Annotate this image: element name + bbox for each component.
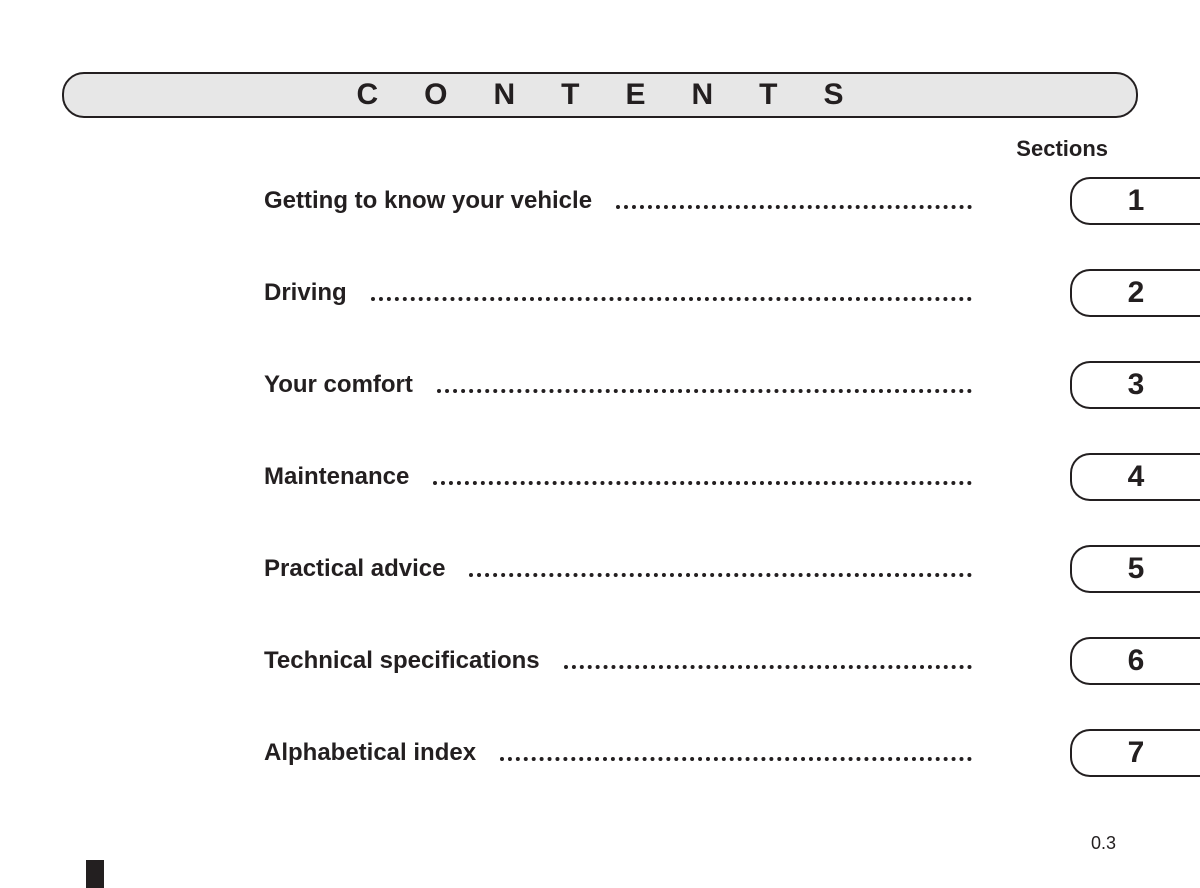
section-tab: 5: [1070, 545, 1200, 593]
toc-label: Driving: [264, 279, 347, 307]
toc-label: Practical advice: [264, 555, 445, 583]
toc-row: Your comfort 3: [264, 360, 1144, 410]
section-tab: 7: [1070, 729, 1200, 777]
toc-label: Getting to know your vehicle: [264, 187, 592, 215]
leader-dots: [469, 573, 972, 577]
leader-dots: [564, 665, 972, 669]
leader-dots: [371, 297, 972, 301]
page-number: 0.3: [1091, 833, 1116, 854]
section-tab: 1: [1070, 177, 1200, 225]
toc-row: Alphabetical index 7: [264, 728, 1144, 778]
section-tab: 3: [1070, 361, 1200, 409]
toc-label: Alphabetical index: [264, 739, 476, 767]
section-tab: 6: [1070, 637, 1200, 685]
toc-label: Maintenance: [264, 463, 409, 491]
toc-list: Getting to know your vehicle 1 Driving 2…: [56, 176, 1144, 778]
page-title: CONTENTS: [311, 78, 890, 112]
section-tab: 4: [1070, 453, 1200, 501]
toc-row: Technical specifications 6: [264, 636, 1144, 686]
toc-row: Driving 2: [264, 268, 1144, 318]
title-bar: CONTENTS: [62, 72, 1138, 118]
leader-dots: [500, 757, 972, 761]
toc-label: Technical specifications: [264, 647, 540, 675]
contents-page: CONTENTS Sections Getting to know your v…: [0, 0, 1200, 888]
corner-mark-icon: [86, 860, 104, 888]
leader-dots: [433, 481, 972, 485]
leader-dots: [616, 205, 972, 209]
toc-label: Your comfort: [264, 371, 413, 399]
sections-heading: Sections: [56, 136, 1144, 162]
toc-row: Practical advice 5: [264, 544, 1144, 594]
section-tab: 2: [1070, 269, 1200, 317]
toc-row: Getting to know your vehicle 1: [264, 176, 1144, 226]
toc-row: Maintenance 4: [264, 452, 1144, 502]
leader-dots: [437, 389, 972, 393]
